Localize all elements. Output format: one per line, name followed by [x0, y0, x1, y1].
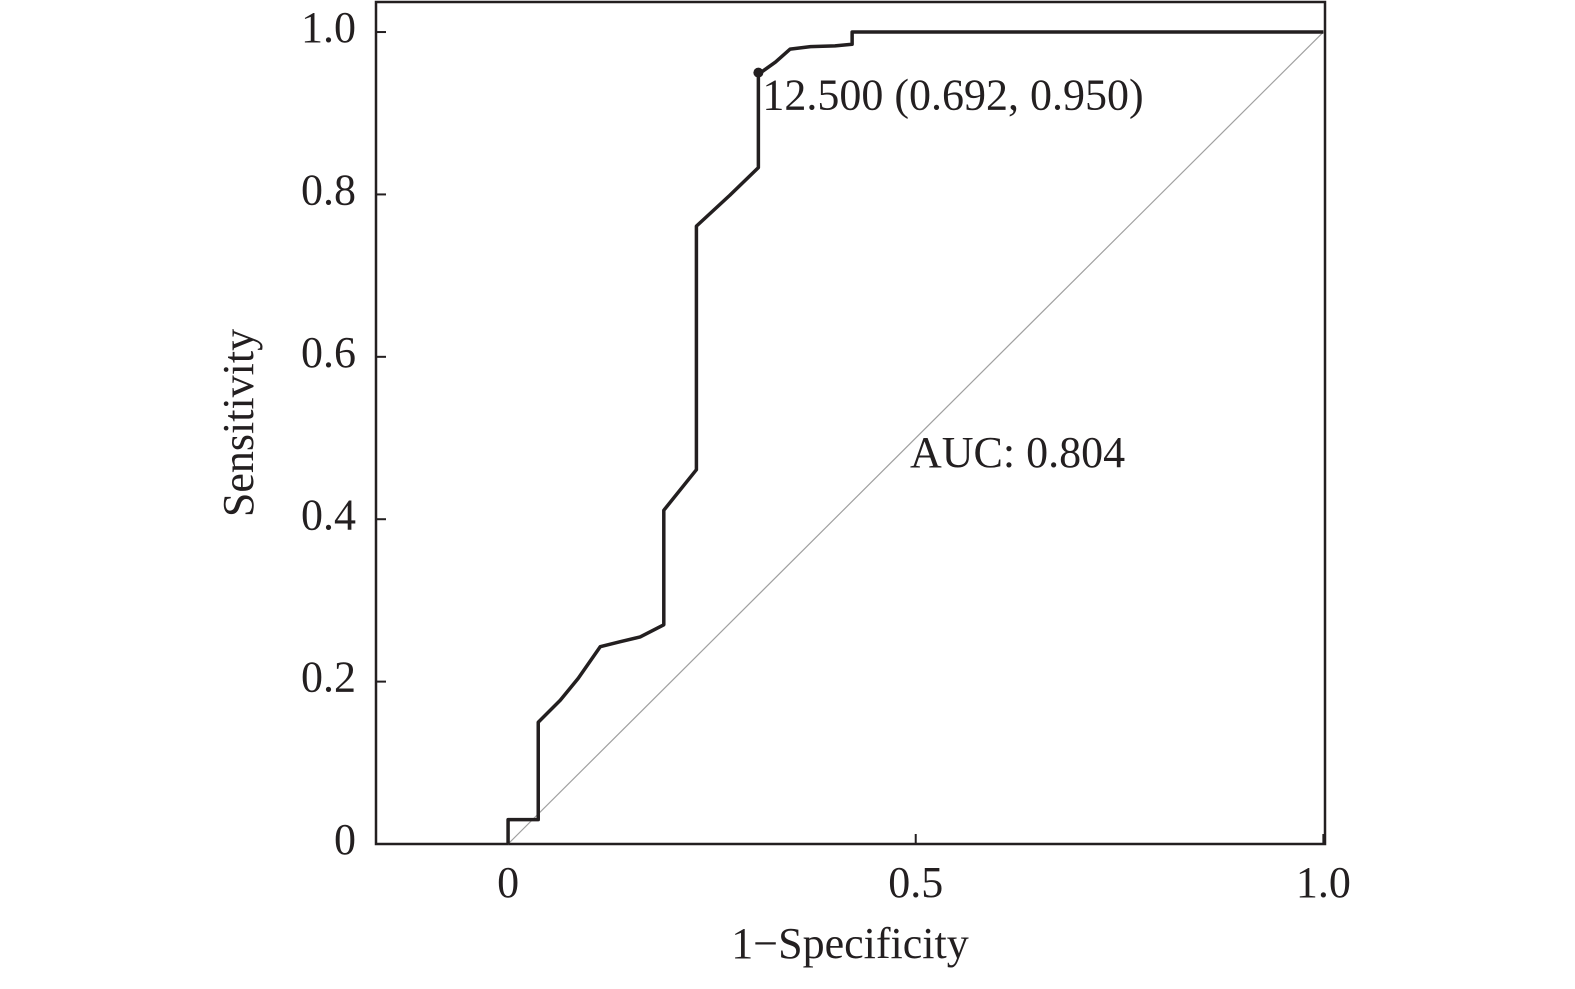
y-tick-label: 0.4 [301, 490, 356, 539]
y-tick-label: 0.2 [301, 653, 356, 702]
auc-label: AUC: 0.804 [910, 428, 1125, 477]
reference-line [507, 31, 1324, 845]
y-tick-label: 0.8 [301, 166, 356, 215]
roc-curve [506, 30, 1324, 844]
cutoff-point [753, 67, 764, 78]
y-tick-label: 0 [334, 815, 356, 864]
x-tick-label: 0 [497, 858, 519, 907]
x-tick-label: 1.0 [1296, 858, 1351, 907]
y-tick-label: 0.6 [301, 328, 356, 377]
cutoff-label: 12.500 (0.692, 0.950) [762, 71, 1143, 120]
y-axis-title: Sensitivity [214, 329, 263, 517]
x-axis-title: 1−Specificity [731, 919, 968, 968]
x-tick-label: 0.5 [888, 858, 943, 907]
y-tick-label: 1.0 [301, 3, 356, 52]
plot-frame [374, 0, 1327, 846]
